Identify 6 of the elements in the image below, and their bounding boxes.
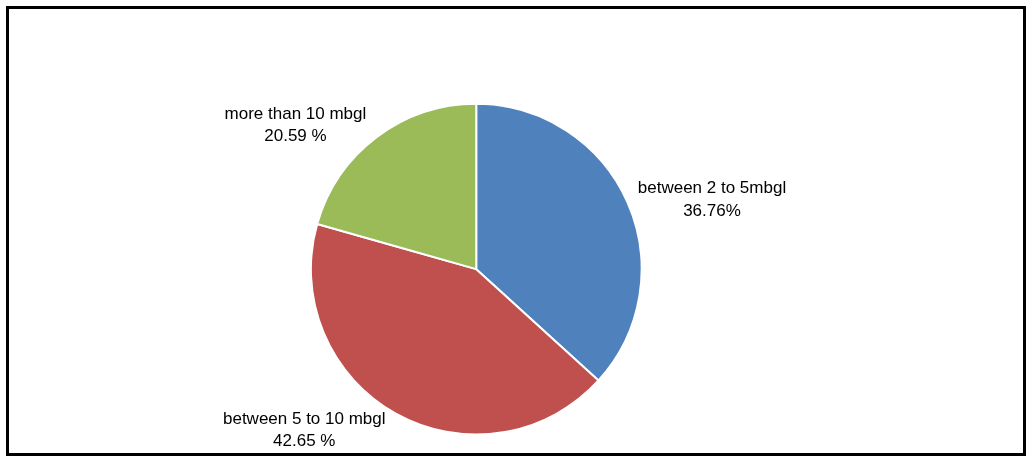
data-label: 42.65 % bbox=[273, 430, 336, 450]
slice-label: between 2 to 5mbgl bbox=[637, 178, 787, 198]
data-label: 36.76% bbox=[683, 200, 741, 220]
data-label: 20.59 % bbox=[264, 125, 327, 145]
slice-label: between 5 to 10 mbgl bbox=[222, 408, 386, 428]
slice-label: more than 10 mbgl bbox=[224, 103, 367, 123]
